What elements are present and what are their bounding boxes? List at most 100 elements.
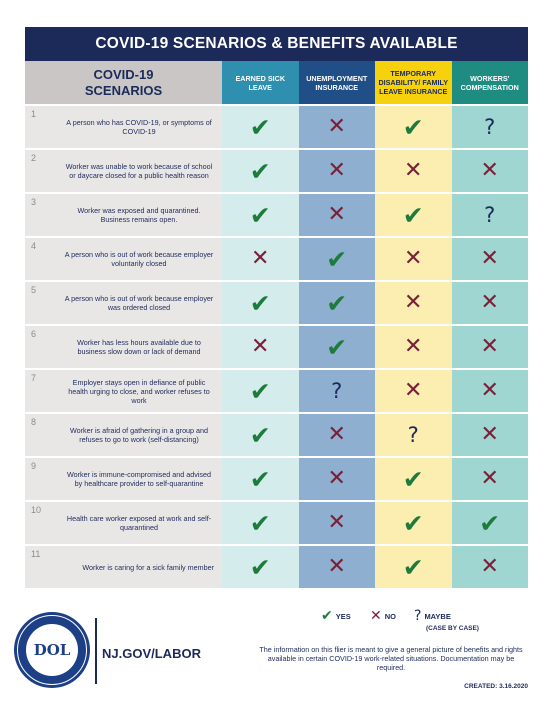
- check-icon: ✔: [249, 112, 271, 142]
- scenario-number: 6: [31, 329, 37, 339]
- x-icon: ✕: [480, 290, 499, 315]
- benefit-cell-temporary-disability: ✕: [375, 370, 452, 412]
- benefit-cell-temporary-disability: ✕: [375, 282, 452, 324]
- benefit-cell-temporary-disability: ✔: [375, 502, 452, 544]
- x-icon: ✕: [370, 608, 382, 624]
- legend-maybe-sublabel: (CASE BY CASE): [426, 625, 479, 632]
- benefit-cell-unemployment-insurance: ✕: [298, 414, 375, 456]
- table-row: 11 Worker is caring for a sick family mem…: [25, 544, 528, 588]
- check-icon: ✔: [402, 464, 424, 494]
- x-icon: ✕: [327, 554, 346, 579]
- scenario-cell: 7 Employer stays open in defiance of publ…: [25, 370, 222, 412]
- column-header-unemployment-insurance: UNEMPLOYMENT INSURANCE: [298, 61, 375, 104]
- benefit-cell-earned-sick-leave: ✔: [222, 414, 299, 456]
- check-icon: ✔: [326, 332, 348, 362]
- check-icon: ✔: [326, 288, 348, 318]
- scenario-text: Worker is caring for a sick family membe…: [82, 562, 214, 572]
- table-row: 7 Employer stays open in defiance of publ…: [25, 368, 528, 412]
- x-icon: ✕: [327, 114, 346, 139]
- check-icon: ✔: [249, 156, 271, 186]
- x-icon: ✕: [404, 378, 423, 403]
- scenario-number: 3: [31, 197, 37, 207]
- legend-yes-label: YES: [335, 611, 351, 621]
- x-icon: ✕: [327, 466, 346, 491]
- x-icon: ✕: [251, 246, 270, 271]
- scenarios-header-line2: SCENARIOS: [84, 82, 163, 98]
- benefit-cell-unemployment-insurance: ✕: [298, 458, 375, 500]
- benefit-cell-workers-compensation: ✔: [451, 502, 528, 544]
- x-icon: ✕: [404, 334, 423, 359]
- benefit-cell-earned-sick-leave: ✔: [222, 370, 299, 412]
- question-icon: ?: [484, 114, 496, 139]
- column-header-temporary-disability: TEMPORARY DISABILITY/ FAMILY LEAVE INSUR…: [375, 61, 452, 104]
- x-icon: ✕: [404, 158, 423, 183]
- scenario-text: Worker is afraid of gathering in a group…: [69, 426, 209, 444]
- benefit-cell-workers-compensation: ✕: [451, 282, 528, 324]
- check-icon: ✔: [249, 464, 271, 494]
- benefit-cell-temporary-disability: ?: [375, 414, 452, 456]
- check-icon: ✔: [326, 244, 348, 274]
- legend: ✔ YES ✕ NO ? MAYBE (CASE BY CASE): [313, 608, 528, 636]
- benefit-cell-earned-sick-leave: ✔: [222, 194, 299, 236]
- scenario-number: 10: [31, 505, 42, 515]
- check-icon: ✔: [249, 288, 271, 318]
- benefit-cell-unemployment-insurance: ✕: [298, 150, 375, 192]
- website-link[interactable]: NJ.GOV/LABOR: [102, 646, 201, 661]
- benefit-cell-temporary-disability: ✔: [375, 546, 452, 588]
- scenario-number: 7: [31, 373, 37, 383]
- benefit-cell-workers-compensation: ✕: [451, 238, 528, 280]
- scenario-cell: 9 Worker is immune-compromised and advise…: [25, 458, 222, 500]
- question-icon: ?: [331, 378, 343, 403]
- scenario-cell: 5 A person who is out of work because emp…: [25, 282, 222, 324]
- benefit-cell-unemployment-insurance: ✕: [298, 194, 375, 236]
- scenario-number: 1: [31, 109, 37, 119]
- benefit-cell-earned-sick-leave: ✔: [222, 150, 299, 192]
- benefit-cell-unemployment-insurance: ?: [298, 370, 375, 412]
- benefit-cell-workers-compensation: ✕: [451, 458, 528, 500]
- question-icon: ?: [484, 202, 496, 227]
- x-icon: ✕: [404, 246, 423, 271]
- table-row: 6 Worker has less hours available due to …: [25, 324, 528, 368]
- scenario-number: 8: [31, 417, 37, 427]
- dol-seal-logo: DOL: [14, 612, 90, 688]
- legend-no-label: NO: [384, 611, 396, 621]
- check-icon: ✔: [402, 112, 424, 142]
- table-row: 10 Health care worker exposed at work and…: [25, 500, 528, 544]
- scenario-text: A person who has COVID-19, or symptoms o…: [66, 118, 212, 136]
- benefit-cell-workers-compensation: ✕: [451, 414, 528, 456]
- benefit-cell-workers-compensation: ✕: [451, 370, 528, 412]
- benefits-table: COVID-19 SCENARIOS EARNED SICK LEAVE UNE…: [25, 61, 528, 588]
- benefit-cell-earned-sick-leave: ✕: [222, 326, 299, 368]
- benefit-cell-earned-sick-leave: ✕: [222, 238, 299, 280]
- footer-divider: [95, 618, 97, 684]
- legend-no: ✕ NO: [370, 608, 396, 624]
- x-icon: ✕: [480, 554, 499, 579]
- table-row: 9 Worker is immune-compromised and advise…: [25, 456, 528, 500]
- table-row: 1 A person who has COVID-19, or symptoms …: [25, 104, 528, 148]
- scenario-cell: 1 A person who has COVID-19, or symptoms …: [25, 106, 222, 148]
- x-icon: ✕: [480, 466, 499, 491]
- legend-maybe-label: MAYBE: [424, 611, 451, 621]
- scenario-text: A person who is out of work because empl…: [64, 294, 214, 312]
- page-title: COVID-19 SCENARIOS & BENEFITS AVAILABLE: [25, 27, 528, 61]
- benefit-cell-workers-compensation: ✕: [451, 326, 528, 368]
- x-icon: ✕: [327, 422, 346, 447]
- table-row: 4 A person who is out of work because emp…: [25, 236, 528, 280]
- check-icon: ✔: [402, 200, 424, 230]
- benefit-cell-earned-sick-leave: ✔: [222, 458, 299, 500]
- benefit-cell-unemployment-insurance: ✔: [298, 326, 375, 368]
- disclaimer-text: The information on this flier is meant t…: [259, 645, 523, 672]
- benefit-cell-temporary-disability: ✔: [375, 194, 452, 236]
- check-icon: ✔: [402, 508, 424, 538]
- benefit-cell-unemployment-insurance: ✔: [298, 282, 375, 324]
- benefit-cell-temporary-disability: ✔: [375, 106, 452, 148]
- scenario-text: Worker is immune-compromised and advised…: [66, 470, 212, 488]
- check-icon: ✔: [321, 608, 333, 624]
- benefit-cell-workers-compensation: ?: [451, 194, 528, 236]
- scenario-text: Employer stays open in defiance of publi…: [68, 377, 210, 405]
- question-icon: ?: [407, 422, 419, 447]
- x-icon: ✕: [480, 422, 499, 447]
- x-icon: ✕: [404, 290, 423, 315]
- benefit-cell-earned-sick-leave: ✔: [222, 106, 299, 148]
- table-row: 3 Worker was exposed and quarantined. Bus…: [25, 192, 528, 236]
